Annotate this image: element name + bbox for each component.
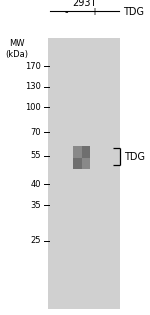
Text: MW
(kDa): MW (kDa) xyxy=(6,39,29,59)
Text: TDG: TDG xyxy=(123,7,144,17)
Text: 55: 55 xyxy=(31,152,41,160)
Bar xyxy=(73,158,82,169)
Text: 100: 100 xyxy=(26,103,41,112)
Text: 130: 130 xyxy=(25,82,41,91)
Bar xyxy=(48,38,120,309)
Bar xyxy=(82,146,90,158)
Bar xyxy=(73,146,82,158)
Bar xyxy=(82,158,90,169)
Text: 25: 25 xyxy=(31,237,41,245)
Text: +: + xyxy=(90,7,99,17)
Text: 35: 35 xyxy=(31,201,41,210)
Text: 40: 40 xyxy=(31,180,41,189)
Text: 170: 170 xyxy=(25,62,41,71)
Text: -: - xyxy=(64,7,68,17)
Text: 293T: 293T xyxy=(72,0,96,8)
Text: 70: 70 xyxy=(31,128,41,137)
Text: TDG: TDG xyxy=(124,152,145,162)
